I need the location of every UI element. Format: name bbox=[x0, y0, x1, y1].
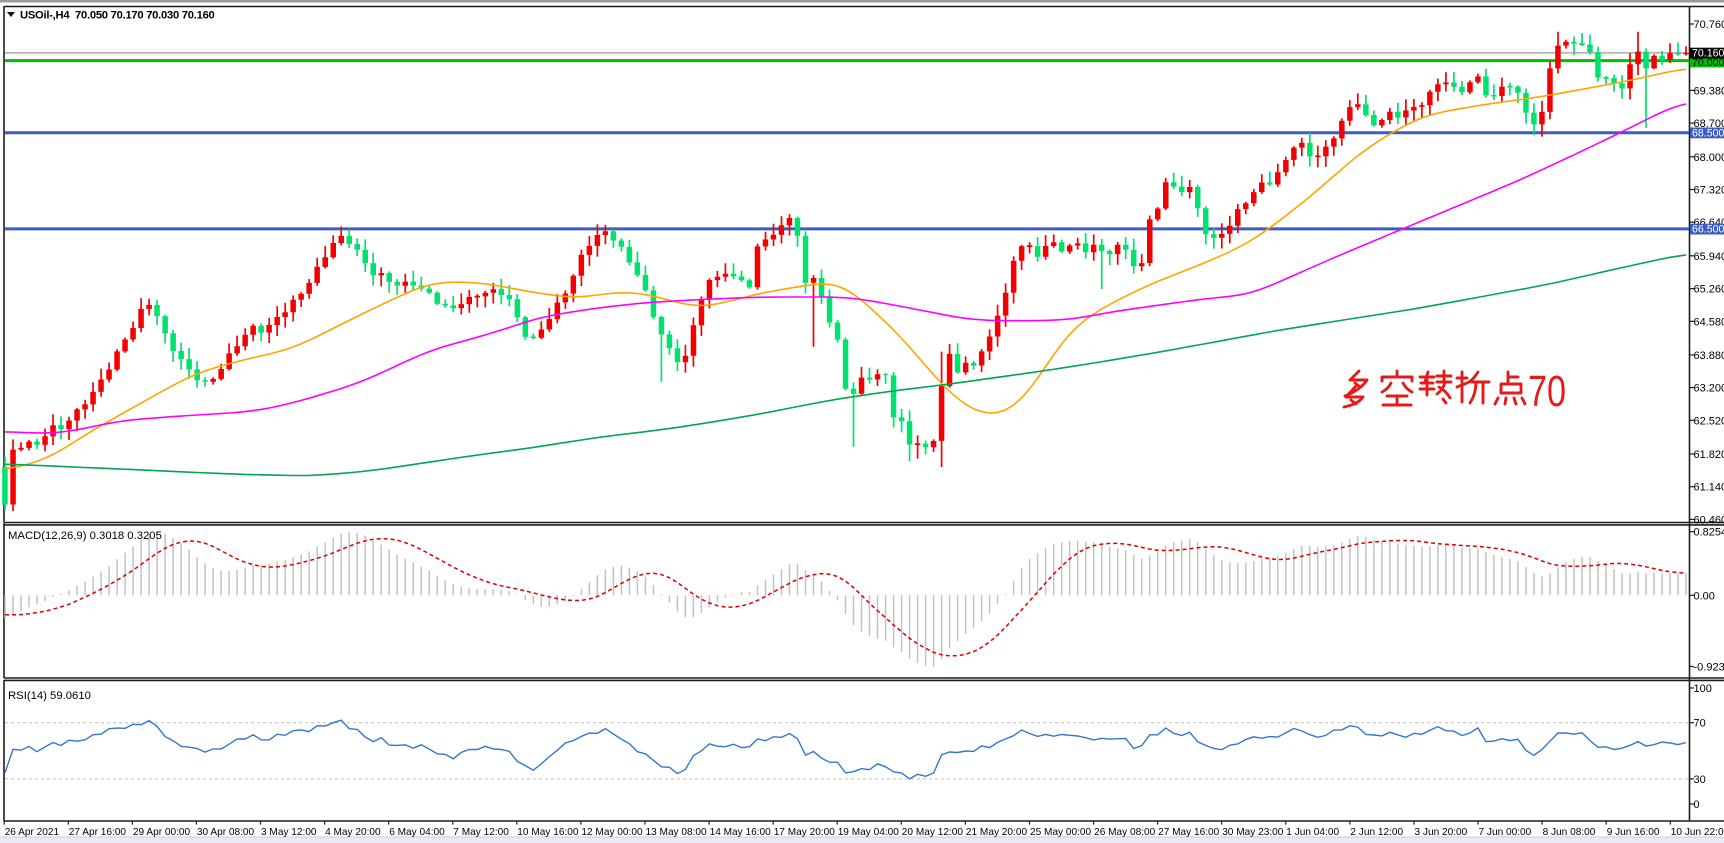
svg-text:61.140: 61.140 bbox=[1694, 482, 1724, 494]
svg-text:60.460: 60.460 bbox=[1694, 514, 1724, 526]
svg-text:0: 0 bbox=[1694, 799, 1700, 811]
svg-text:0.8254: 0.8254 bbox=[1694, 527, 1724, 539]
svg-text:MACD(12,26,9) 0.3018 0.3205: MACD(12,26,9) 0.3018 0.3205 bbox=[8, 530, 162, 542]
svg-text:21 May 20:00: 21 May 20:00 bbox=[966, 827, 1028, 838]
svg-text:63.880: 63.880 bbox=[1694, 350, 1724, 362]
svg-text:0.00: 0.00 bbox=[1694, 590, 1715, 602]
svg-text:30 May 23:00: 30 May 23:00 bbox=[1222, 827, 1284, 838]
svg-text:6 May 04:00: 6 May 04:00 bbox=[389, 827, 445, 838]
svg-text:70.760: 70.760 bbox=[1694, 19, 1724, 31]
svg-text:10 Jun 22:00: 10 Jun 22:00 bbox=[1671, 827, 1724, 838]
svg-text:63.200: 63.200 bbox=[1694, 383, 1724, 395]
svg-text:8 Jun 08:00: 8 Jun 08:00 bbox=[1543, 827, 1596, 838]
svg-text:30: 30 bbox=[1694, 774, 1706, 786]
svg-text:66.500: 66.500 bbox=[1692, 224, 1724, 236]
svg-text:17 May 20:00: 17 May 20:00 bbox=[774, 827, 836, 838]
svg-text:100: 100 bbox=[1694, 683, 1712, 695]
svg-text:62.520: 62.520 bbox=[1694, 415, 1724, 427]
svg-text:-0.9234: -0.9234 bbox=[1694, 662, 1724, 674]
svg-text:65.940: 65.940 bbox=[1694, 251, 1724, 263]
svg-text:14 May 16:00: 14 May 16:00 bbox=[710, 827, 772, 838]
svg-text:30 Apr 08:00: 30 Apr 08:00 bbox=[197, 827, 255, 838]
svg-text:65.260: 65.260 bbox=[1694, 284, 1724, 296]
svg-text:USOil-,H4 70.050 70.170 70.03: USOil-,H4 70.050 70.170 70.030 70.160 bbox=[20, 10, 215, 22]
svg-text:70: 70 bbox=[1694, 718, 1706, 730]
svg-text:12 May 00:00: 12 May 00:00 bbox=[581, 827, 643, 838]
svg-text:3 Jun 20:00: 3 Jun 20:00 bbox=[1415, 827, 1468, 838]
svg-text:27 May 16:00: 27 May 16:00 bbox=[1158, 827, 1220, 838]
svg-text:RSI(14) 59.0610: RSI(14) 59.0610 bbox=[8, 690, 91, 702]
svg-text:3 May 12:00: 3 May 12:00 bbox=[261, 827, 317, 838]
svg-text:68.000: 68.000 bbox=[1694, 152, 1724, 164]
svg-text:68.500: 68.500 bbox=[1692, 128, 1724, 140]
svg-text:26 Apr 2021: 26 Apr 2021 bbox=[5, 827, 60, 838]
svg-text:13 May 08:00: 13 May 08:00 bbox=[646, 827, 708, 838]
svg-text:9 Jun 16:00: 9 Jun 16:00 bbox=[1607, 827, 1660, 838]
svg-text:68.700: 68.700 bbox=[1694, 118, 1724, 130]
svg-text:61.820: 61.820 bbox=[1694, 449, 1724, 461]
svg-text:25 May 00:00: 25 May 00:00 bbox=[1030, 827, 1092, 838]
svg-text:64.580: 64.580 bbox=[1694, 316, 1724, 328]
svg-text:7 May 12:00: 7 May 12:00 bbox=[453, 827, 509, 838]
svg-text:70.000: 70.000 bbox=[1692, 57, 1724, 69]
svg-text:7 Jun 00:00: 7 Jun 00:00 bbox=[1479, 827, 1532, 838]
svg-text:27 Apr 16:00: 27 Apr 16:00 bbox=[69, 827, 127, 838]
svg-text:10 May 16:00: 10 May 16:00 bbox=[517, 827, 579, 838]
svg-text:70.160: 70.160 bbox=[1692, 48, 1724, 60]
svg-text:19 May 04:00: 19 May 04:00 bbox=[838, 827, 900, 838]
svg-text:29 Apr 00:00: 29 Apr 00:00 bbox=[133, 827, 191, 838]
svg-text:1 Jun 04:00: 1 Jun 04:00 bbox=[1286, 827, 1339, 838]
svg-text:67.320: 67.320 bbox=[1694, 185, 1724, 197]
svg-text:2 Jun 12:00: 2 Jun 12:00 bbox=[1350, 827, 1403, 838]
svg-text:69.380: 69.380 bbox=[1694, 85, 1724, 97]
svg-text:4 May 20:00: 4 May 20:00 bbox=[325, 827, 381, 838]
svg-text:20 May 12:00: 20 May 12:00 bbox=[902, 827, 964, 838]
svg-text:26 May 08:00: 26 May 08:00 bbox=[1094, 827, 1156, 838]
svg-text:70: 70 bbox=[1528, 367, 1566, 416]
